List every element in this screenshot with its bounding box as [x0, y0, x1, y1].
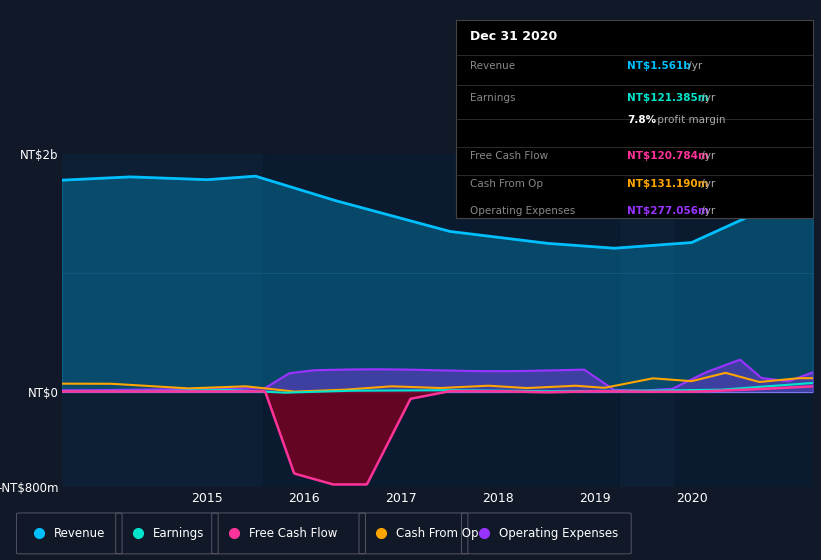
Text: Revenue: Revenue — [53, 527, 105, 540]
Text: 7.8%: 7.8% — [627, 115, 656, 125]
Text: /yr: /yr — [698, 207, 715, 217]
Text: profit margin: profit margin — [654, 115, 726, 125]
Text: Free Cash Flow: Free Cash Flow — [249, 527, 337, 540]
Text: NT$131.190m: NT$131.190m — [627, 179, 709, 189]
Text: /yr: /yr — [698, 179, 715, 189]
Text: NT$121.385m: NT$121.385m — [627, 93, 709, 103]
Text: Dec 31 2020: Dec 31 2020 — [470, 30, 557, 43]
Text: Revenue: Revenue — [470, 62, 515, 71]
Text: NT$277.056m: NT$277.056m — [627, 207, 709, 217]
Text: NT$120.784m: NT$120.784m — [627, 151, 709, 161]
Text: Cash From Op: Cash From Op — [470, 179, 543, 189]
Text: /yr: /yr — [698, 151, 715, 161]
Text: Operating Expenses: Operating Expenses — [470, 207, 576, 217]
Text: NT$1.561b: NT$1.561b — [627, 62, 690, 71]
Text: Cash From Op: Cash From Op — [397, 527, 479, 540]
Bar — [675, 154, 813, 487]
Text: Free Cash Flow: Free Cash Flow — [470, 151, 548, 161]
Text: Operating Expenses: Operating Expenses — [498, 527, 618, 540]
Text: Earnings: Earnings — [470, 93, 516, 103]
Text: /yr: /yr — [698, 93, 715, 103]
Text: /yr: /yr — [685, 62, 702, 71]
Text: Earnings: Earnings — [153, 527, 204, 540]
Bar — [264, 154, 619, 487]
